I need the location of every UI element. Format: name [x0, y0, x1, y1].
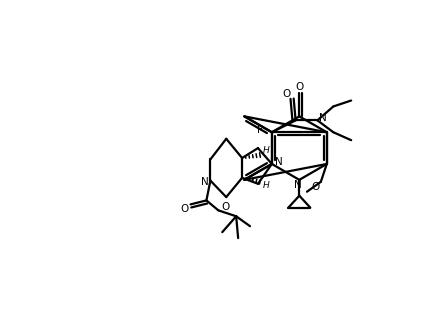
Text: N: N — [318, 113, 326, 124]
Text: F: F — [257, 125, 263, 135]
Text: O: O — [295, 82, 303, 92]
Text: O: O — [282, 89, 291, 99]
Text: N: N — [201, 177, 208, 187]
Text: N: N — [275, 157, 283, 167]
Text: H: H — [262, 146, 269, 155]
Text: O: O — [181, 204, 189, 214]
Text: O: O — [221, 202, 230, 212]
Text: N: N — [294, 180, 302, 190]
Text: H: H — [262, 181, 269, 190]
Text: O: O — [312, 182, 320, 192]
